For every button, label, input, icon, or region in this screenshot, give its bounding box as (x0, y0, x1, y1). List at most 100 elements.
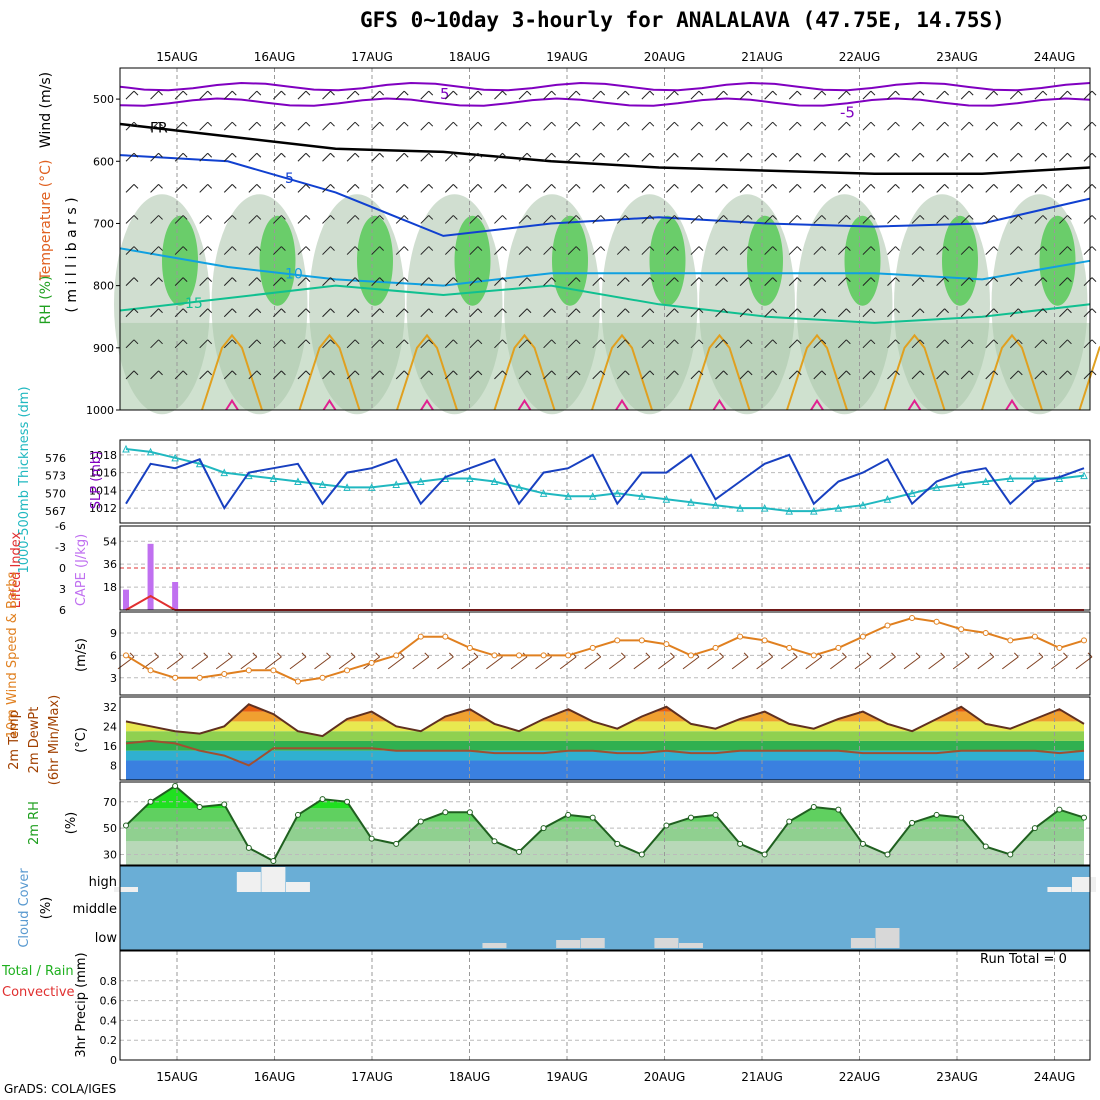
wind-barb-flag (281, 277, 286, 282)
wind10m-line-marker (344, 667, 351, 674)
wind-barb-flag (207, 184, 213, 189)
wind-barb (174, 339, 184, 349)
thickness-line-marker (122, 444, 130, 453)
wind10m-barb (535, 656, 552, 670)
wind-barb-flag (919, 277, 925, 282)
wind-barb-flag (870, 308, 876, 314)
rh-tick-label: 70 (103, 796, 117, 809)
wind-barb-flag (526, 90, 532, 96)
rh-line-marker (933, 811, 940, 818)
credit-label: GrADS: COLA/IGES (4, 1082, 117, 1096)
wind-barb-flag (231, 215, 237, 220)
wind10m-barb-flag (154, 652, 159, 658)
wind-barb-flag (551, 339, 556, 345)
wind-barb-flag (575, 215, 581, 220)
rh-green-blob (552, 215, 588, 306)
wind10m-barb (952, 656, 970, 670)
date-label-bottom: 19AUG (546, 1070, 588, 1084)
wind-barb-flag (821, 308, 827, 314)
wind-barb-flag (403, 246, 409, 251)
wind10m-line-marker (712, 644, 719, 651)
wind-barb-flag (551, 152, 556, 158)
wind-barb-flag (600, 277, 606, 282)
wind-barb (936, 277, 945, 286)
wind-barb-flag (330, 308, 335, 314)
wind-barb (788, 339, 798, 349)
wind-barb (813, 308, 823, 318)
wind-barb-flag (1091, 184, 1097, 189)
date-label-bottom: 20AUG (644, 1070, 686, 1084)
hot-isotherm (517, 398, 532, 411)
wind-barb-flag (1067, 184, 1072, 189)
wind-barb-flag (477, 339, 483, 345)
wind-barb (936, 152, 945, 162)
wind-barb (199, 339, 209, 349)
wind-barb-flag (796, 152, 802, 158)
wind-barb-flag (821, 246, 827, 251)
temp-line (125, 703, 1085, 738)
wind-barb (420, 152, 430, 162)
wind-barb-flag (182, 370, 188, 376)
lifted-tick-label: 6 (59, 604, 66, 617)
date-label-top: 24AUG (1034, 50, 1076, 64)
wind-barb-flag (428, 121, 434, 127)
wind-barb (444, 90, 454, 100)
wind-barb (469, 308, 479, 318)
wind-barb-flag (575, 246, 581, 251)
wind-barb-flag (256, 370, 262, 376)
wind-barb (641, 308, 651, 318)
wind-barb (444, 277, 454, 286)
wind-barb (936, 339, 945, 349)
rh-green-blob (942, 215, 978, 306)
wind-barb-flag (674, 121, 679, 127)
ylabel-temp-unit: (°C) (74, 727, 89, 753)
wind-barb-flag (133, 184, 139, 189)
wind-barb (322, 308, 331, 318)
wind-barb (960, 246, 970, 255)
wind-barb (199, 277, 209, 286)
wind-barb (862, 121, 872, 131)
cloud-low-bar (654, 938, 679, 948)
wind-barb (150, 121, 159, 131)
wind-barb-flag (600, 339, 606, 345)
cloud-low-bar (556, 940, 581, 948)
thickness-line-marker (711, 501, 720, 509)
wind-barb-flag (452, 277, 458, 282)
cape-bar (172, 582, 179, 610)
wind10m-barb (805, 656, 823, 670)
wind-barb-flag (846, 184, 851, 189)
wind10m-line-marker (786, 644, 793, 651)
wind-barb-flag (256, 152, 262, 158)
thickness-line-marker (908, 489, 916, 497)
wind-barb (1034, 90, 1044, 100)
wind-barb-flag (1067, 277, 1072, 282)
wind-barb (641, 246, 651, 255)
wind-barb (1009, 152, 1019, 162)
wind-barb (150, 152, 159, 162)
wind-barb-flag (698, 90, 704, 96)
wind-barb-flag (895, 215, 900, 220)
wind-barb (813, 121, 823, 131)
wind-barb-flag (330, 370, 335, 376)
wind-barb-flag (698, 215, 704, 220)
rh-frame (119, 781, 1091, 866)
wind-barb-flag (796, 121, 802, 127)
wind-barb-flag (1042, 277, 1048, 282)
wind-barb-flag (526, 277, 532, 282)
wind-barb (469, 121, 479, 131)
wind-barb (641, 121, 651, 131)
wind-barb-flag (747, 90, 753, 96)
wind-barb (690, 246, 700, 255)
wind-barb (985, 152, 995, 162)
wind-barb-flag (575, 277, 581, 282)
wind-barb-flag (428, 370, 434, 376)
wind-barb (813, 184, 823, 193)
wind10m-line-marker (466, 644, 473, 651)
date-label-top: 22AUG (839, 50, 881, 64)
wind-barb-flag (919, 215, 925, 220)
wind-barb-flag (354, 370, 360, 376)
wind10m-barb (830, 656, 847, 670)
wind-barb (838, 152, 847, 162)
wind-contour-label: -5 (840, 104, 855, 122)
wind10m-barb (338, 656, 356, 670)
